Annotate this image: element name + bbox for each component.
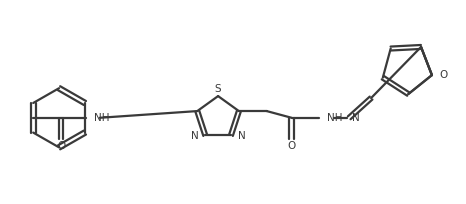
- Text: O: O: [288, 141, 296, 151]
- Text: N: N: [352, 113, 360, 123]
- Text: NH: NH: [327, 113, 343, 123]
- Text: O: O: [57, 141, 65, 151]
- Text: N: N: [238, 131, 246, 141]
- Text: S: S: [215, 84, 221, 94]
- Text: NH: NH: [94, 113, 110, 123]
- Text: O: O: [439, 70, 447, 80]
- Text: N: N: [191, 131, 198, 141]
